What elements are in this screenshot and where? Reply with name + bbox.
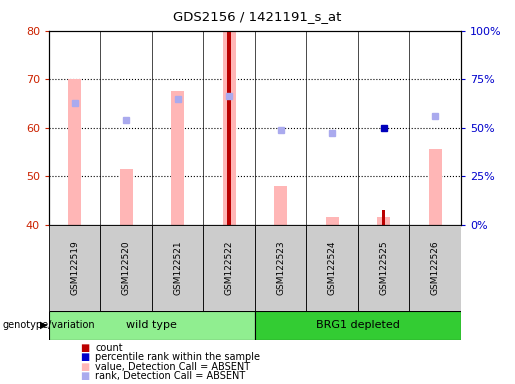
Bar [222,31,235,225]
Bar [255,225,306,311]
Text: BRG1 depleted: BRG1 depleted [316,320,400,331]
Text: GSM122520: GSM122520 [122,240,131,295]
Bar [325,217,338,225]
Text: GSM122525: GSM122525 [379,240,388,295]
Text: genotype/variation: genotype/variation [3,320,95,330]
Text: ■: ■ [80,343,89,353]
Text: GSM122523: GSM122523 [276,240,285,295]
Bar [274,186,287,225]
Text: ▶: ▶ [40,320,47,330]
Text: GSM122526: GSM122526 [431,240,440,295]
Bar [119,169,132,225]
Bar [306,225,358,311]
Text: GSM122524: GSM122524 [328,240,337,295]
Text: count: count [95,343,123,353]
Text: value, Detection Call = ABSENT: value, Detection Call = ABSENT [95,362,250,372]
Text: ■: ■ [80,352,89,362]
Text: ■: ■ [80,362,89,372]
Text: GSM122522: GSM122522 [225,240,234,295]
Bar [382,210,385,225]
Bar [428,149,441,225]
Bar [377,217,390,225]
Bar [358,225,409,311]
Bar [255,311,461,340]
Bar [227,31,231,225]
Bar [68,79,81,225]
Text: GDS2156 / 1421191_s_at: GDS2156 / 1421191_s_at [174,10,341,23]
Text: percentile rank within the sample: percentile rank within the sample [95,352,260,362]
Bar [171,91,184,225]
Bar [409,225,461,311]
Text: wild type: wild type [127,320,177,331]
Bar [152,225,203,311]
Text: GSM122519: GSM122519 [70,240,79,295]
Bar [49,225,100,311]
Bar [203,225,255,311]
Bar [49,311,255,340]
Text: rank, Detection Call = ABSENT: rank, Detection Call = ABSENT [95,371,246,381]
Text: ■: ■ [80,371,89,381]
Bar [100,225,152,311]
Text: GSM122521: GSM122521 [173,240,182,295]
